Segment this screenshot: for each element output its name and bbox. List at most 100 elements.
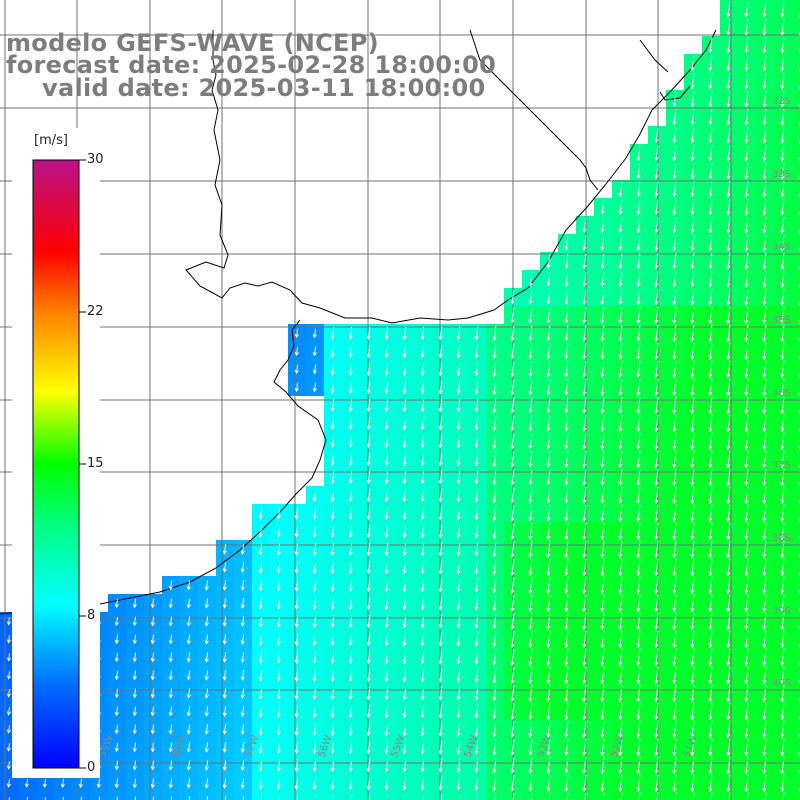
wind-cell [378, 792, 396, 800]
wind-arrow [456, 542, 461, 557]
wind-arrow [564, 540, 569, 559]
wind-arrow [438, 776, 443, 791]
wind-arrow [510, 487, 515, 504]
wind-arrow [780, 342, 785, 361]
wind-arrow [222, 580, 227, 591]
wind-arrow [708, 576, 713, 595]
wind-arrow [258, 543, 263, 556]
wind-arrow [188, 796, 191, 800]
wind-arrow [708, 37, 713, 54]
wind-arrow [636, 199, 641, 216]
wind-arrow [366, 506, 371, 521]
wind-arrow [618, 271, 623, 288]
wind-arrow [744, 396, 749, 415]
wind-arrow [618, 630, 623, 649]
wind-arrow [366, 758, 371, 773]
wind-arrow [564, 254, 569, 269]
wind-arrow [510, 702, 515, 721]
wind-arrow [636, 217, 641, 234]
wind-arrow [798, 139, 800, 144]
wind-arrow [726, 181, 731, 198]
wind-arrow [402, 668, 407, 683]
wind-arrow [438, 362, 443, 377]
wind-arrow [384, 452, 389, 467]
wind-arrow [348, 776, 353, 791]
wind-arrow [798, 301, 800, 307]
wind-arrow [456, 434, 461, 449]
wind-arrow [420, 614, 425, 629]
wind-arrow [186, 670, 191, 681]
wind-arrow [492, 685, 497, 702]
wind-arrow [672, 594, 677, 613]
wind-arrow [690, 684, 695, 703]
wind-arrow [708, 217, 713, 234]
wind-arrow [582, 774, 587, 793]
wind-arrow [672, 540, 677, 559]
wind-cell [792, 288, 800, 306]
wind-arrow [690, 468, 695, 487]
wind-arrow [690, 306, 695, 325]
wind-arrow [276, 525, 281, 538]
wind-arrow [438, 380, 443, 395]
wind-arrow [456, 488, 461, 503]
wind-arrow [780, 774, 785, 793]
wind-arrow [654, 576, 659, 595]
wind-arrow [762, 55, 767, 72]
wind-arrow [294, 741, 299, 754]
wind-arrow [240, 652, 245, 663]
wind-cell [792, 108, 800, 126]
wind-arrow [726, 684, 731, 703]
wind-arrow [366, 362, 371, 376]
wind-arrow [276, 615, 281, 628]
wind-cell [792, 720, 800, 738]
wind-arrow [798, 517, 800, 523]
wind-arrow [780, 504, 785, 523]
wind-arrow [564, 487, 569, 504]
wind-arrow [654, 181, 659, 198]
wind-arrow [708, 163, 713, 180]
wind-arrow [438, 722, 443, 737]
wind-arrow [690, 594, 695, 613]
wind-arrow [222, 634, 227, 645]
wind-arrow [798, 607, 800, 613]
wind-arrow [384, 740, 389, 755]
wind-arrow [528, 307, 533, 324]
wind-arrow [564, 307, 569, 324]
wind-arrow [798, 67, 800, 72]
wind-arrow [762, 235, 767, 252]
wind-arrow [690, 702, 695, 721]
wind-arrow [546, 325, 551, 342]
wind-arrow [528, 361, 533, 378]
wind-arrow [654, 271, 659, 288]
wind-arrow [708, 540, 713, 559]
wind-arrow [672, 127, 677, 144]
latitude-label: 36S [772, 388, 791, 399]
wind-arrow [294, 651, 299, 664]
wind-arrow [708, 432, 713, 451]
coastline [0, 29, 717, 615]
wind-arrow [672, 199, 677, 216]
wind-arrow [636, 486, 641, 505]
wind-arrow [348, 704, 353, 719]
wind-arrow [708, 109, 713, 126]
wind-arrow [798, 391, 800, 397]
wind-arrow [744, 594, 749, 613]
wind-arrow [222, 562, 227, 573]
wind-arrow [636, 235, 641, 252]
wind-arrow [258, 669, 263, 682]
wind-arrow [654, 306, 659, 325]
wind-arrow [762, 127, 767, 144]
wind-arrow [780, 270, 785, 288]
wind-arrow [366, 686, 371, 701]
wind-arrow [618, 504, 623, 523]
wind-arrow [186, 724, 191, 735]
wind-arrow [492, 703, 497, 720]
wind-arrow [618, 396, 623, 414]
wind-arrow [780, 360, 785, 379]
wind-arrow [276, 777, 281, 790]
wind-arrow [168, 742, 173, 753]
wind-arrow [420, 542, 425, 557]
wind-arrow [366, 327, 371, 340]
wind-arrow [672, 163, 677, 180]
wind-arrow [60, 778, 65, 789]
